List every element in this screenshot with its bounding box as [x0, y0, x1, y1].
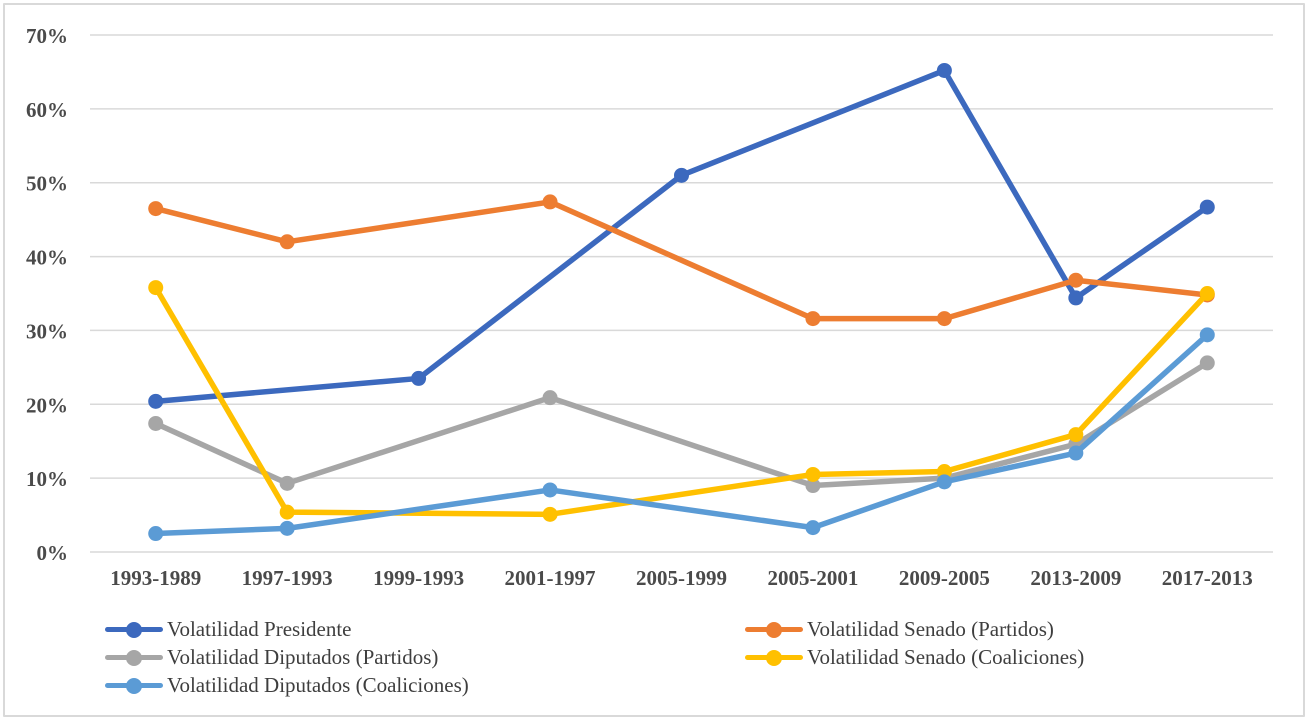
x-tick-label: 2005-2001: [767, 566, 858, 590]
x-tick-label: 1997-1993: [242, 566, 333, 590]
legend-line-marker-icon: [745, 649, 803, 666]
data-point-series-3: [279, 475, 295, 491]
legend-line-marker-icon: [105, 621, 163, 638]
legend-item: Volatilidad Senado (Partidos): [745, 617, 1084, 642]
data-point-series-3: [148, 415, 164, 431]
legend-item: Volatilidad Diputados (Partidos): [105, 645, 745, 670]
data-point-series-3: [542, 390, 558, 406]
x-tick-label: 2009-2005: [899, 566, 990, 590]
x-tick-label: 1999-1993: [373, 566, 464, 590]
data-point-series-2: [148, 201, 164, 217]
y-tick-label: 20%: [26, 393, 68, 417]
legend-line-marker-icon: [105, 677, 163, 694]
legend-dot-icon: [766, 621, 782, 638]
data-point-series-5: [1068, 445, 1084, 461]
data-point-series-3: [805, 478, 821, 494]
y-tick-label: 0%: [37, 541, 69, 565]
legend-line-marker-icon: [105, 649, 163, 666]
data-point-series-5: [542, 482, 558, 498]
legend-item: Volatilidad Senado (Coaliciones): [745, 645, 1084, 670]
y-tick-label: 40%: [26, 246, 68, 270]
legend-item: Volatilidad Presidente: [105, 617, 745, 642]
data-point-series-4: [279, 504, 295, 520]
data-point-series-4: [936, 463, 952, 479]
data-point-series-2: [1068, 272, 1084, 288]
y-tick-label: 10%: [26, 467, 68, 491]
data-point-series-4: [1199, 286, 1215, 301]
data-point-series-1: [1199, 199, 1215, 215]
y-tick-label: 60%: [26, 98, 68, 122]
data-point-series-1: [1068, 290, 1084, 306]
data-point-series-2: [542, 194, 558, 210]
data-point-series-4: [148, 280, 164, 296]
data-point-series-1: [148, 393, 164, 409]
series-line-4: [152, 284, 1211, 518]
y-tick-label: 70%: [26, 24, 68, 48]
data-point-series-5: [936, 474, 952, 490]
data-point-series-5: [805, 520, 821, 536]
legend-dot-icon: [126, 649, 142, 666]
legend-label: Volatilidad Diputados (Coaliciones): [167, 673, 469, 697]
data-point-series-5: [279, 520, 295, 536]
legend-dot-icon: [766, 649, 782, 666]
legend-item: Volatilidad Diputados (Coaliciones): [105, 673, 745, 698]
legend-label: Volatilidad Diputados (Partidos): [167, 645, 439, 669]
data-point-series-1: [936, 62, 952, 78]
y-tick-label: 30%: [26, 319, 68, 343]
data-point-series-2: [279, 234, 295, 250]
x-tick-label: 2005-1999: [636, 566, 727, 590]
series-line-5: [152, 332, 1211, 537]
data-point-series-3: [1199, 355, 1215, 371]
x-tick-label: 2017-2013: [1162, 566, 1253, 590]
legend-dot-icon: [126, 621, 142, 638]
data-point-series-4: [1068, 427, 1084, 443]
data-point-series-5: [148, 526, 164, 542]
chart-legend: Volatilidad Presidente Volatilidad Senado…: [105, 617, 1084, 698]
legend-label: Volatilidad Senado (Partidos): [807, 617, 1054, 641]
legend-label: Volatilidad Presidente: [167, 617, 352, 641]
data-point-series-2: [805, 311, 821, 327]
legend-dot-icon: [126, 677, 142, 694]
series-line-3: [152, 360, 1211, 489]
y-tick-label: 50%: [26, 172, 68, 196]
x-tick-label: 1993-1989: [110, 566, 201, 590]
legend-line-marker-icon: [745, 621, 803, 638]
data-point-series-4: [805, 466, 821, 482]
legend-label: Volatilidad Senado (Coaliciones): [807, 645, 1085, 669]
data-point-series-4: [542, 506, 558, 522]
data-point-series-5: [1199, 327, 1215, 343]
data-point-series-1: [411, 370, 427, 386]
series-line-2: [152, 199, 1211, 322]
x-tick-label: 2001-1997: [505, 566, 596, 590]
data-point-series-2: [936, 311, 952, 327]
chart-border: [3, 3, 1305, 717]
data-point-series-1: [674, 167, 689, 183]
x-tick-label: 2013-2009: [1030, 566, 1121, 590]
